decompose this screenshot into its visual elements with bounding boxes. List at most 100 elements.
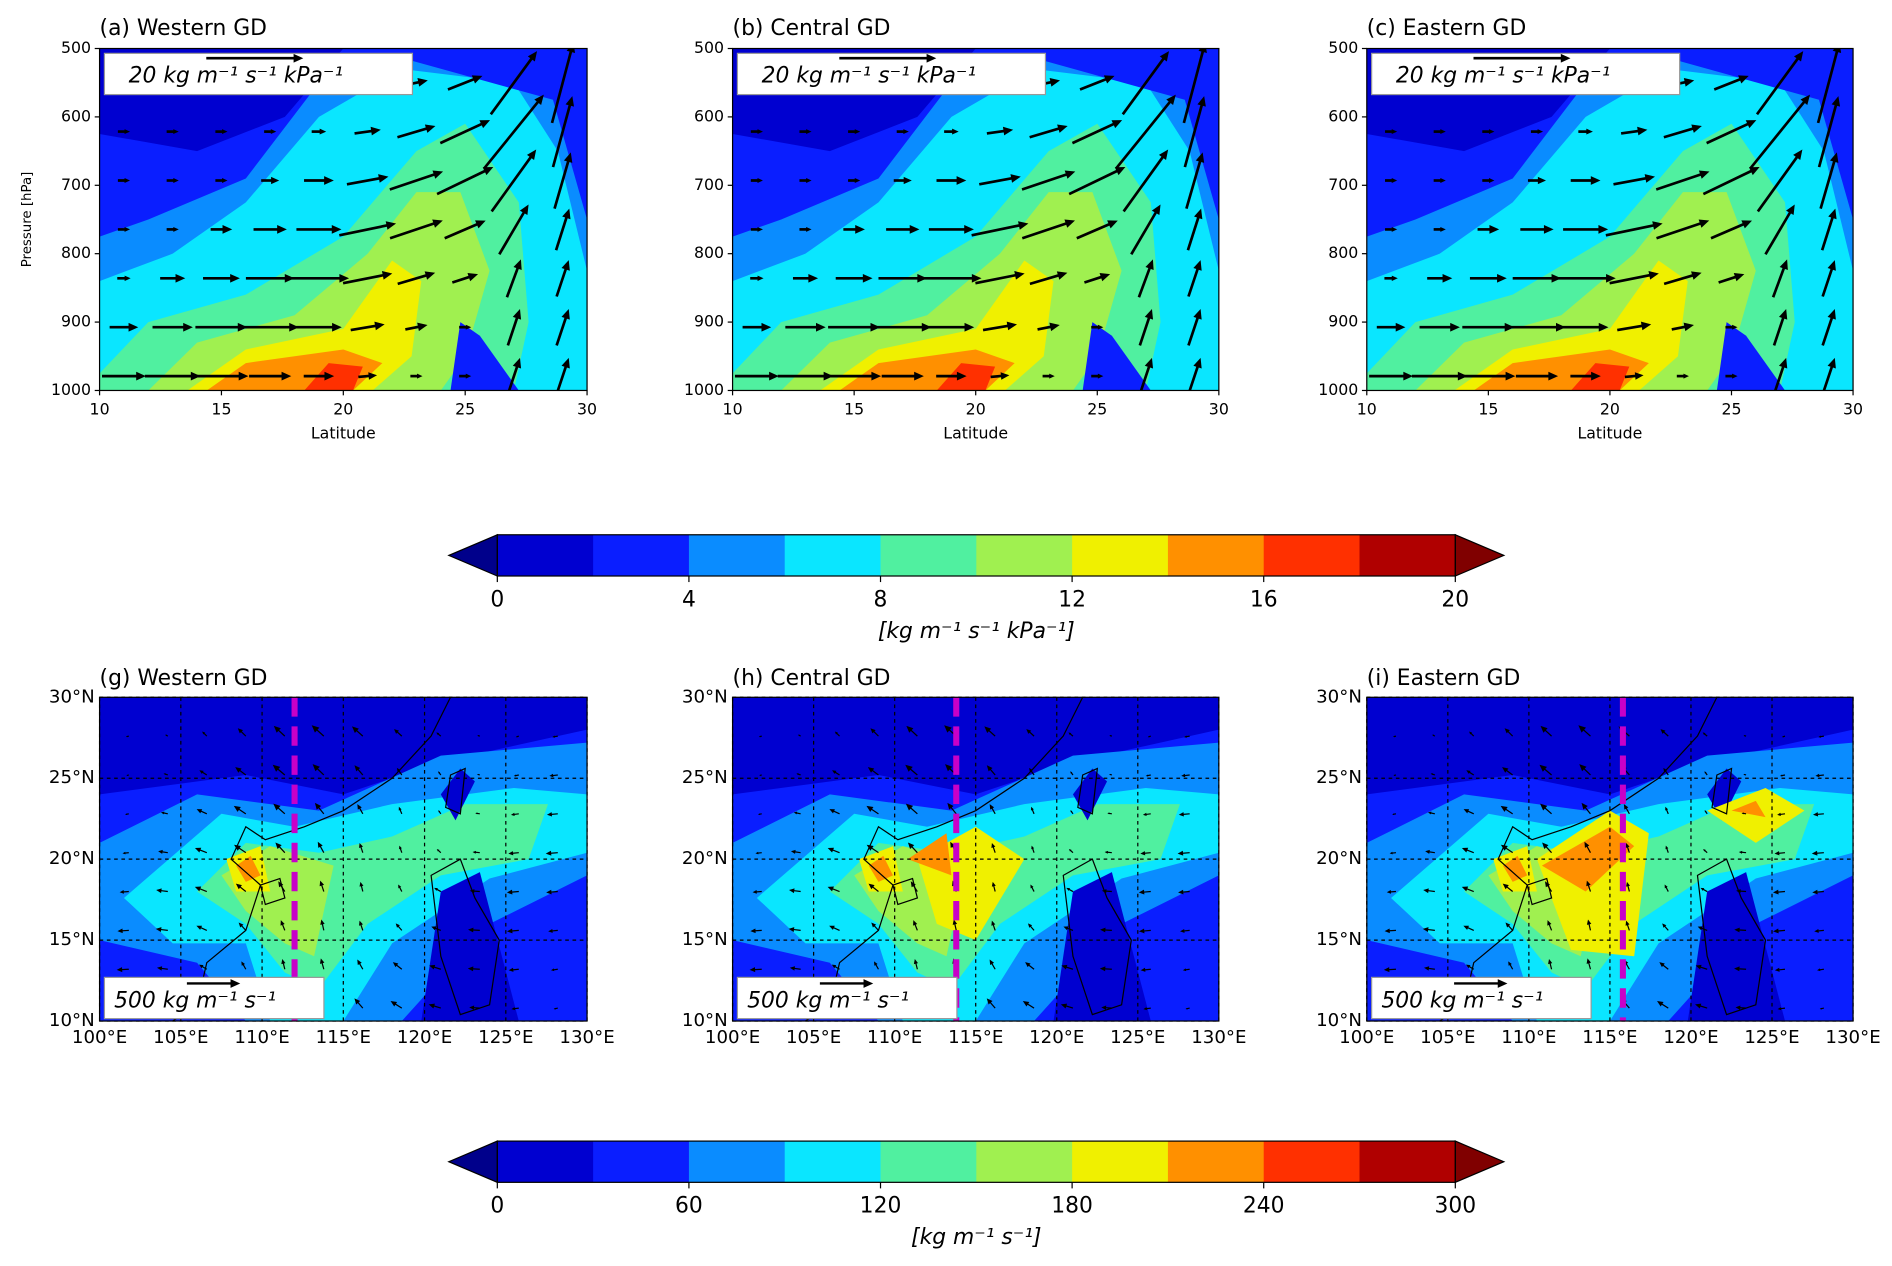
vector-shaft	[982, 323, 1012, 332]
y-tick-label: 900	[61, 312, 91, 331]
vector-head	[324, 371, 335, 381]
vector-head	[1829, 152, 1839, 163]
vector-head	[1500, 844, 1508, 851]
x-tick-label: 125°E	[478, 1027, 533, 1048]
reference-vector-label: 500 kg m⁻¹ s⁻¹	[1381, 989, 1543, 1014]
vector-head	[398, 884, 402, 889]
vector-shaft	[979, 176, 1016, 186]
vector-head	[971, 273, 982, 283]
vector-head	[1778, 357, 1788, 369]
vector-head	[1540, 803, 1548, 811]
vector-head	[1542, 842, 1549, 849]
vector-head	[241, 961, 245, 966]
vector-head	[431, 926, 437, 931]
vector-head	[1103, 75, 1115, 84]
vector-head	[1748, 166, 1760, 176]
vector-head	[512, 357, 522, 369]
vector-head	[526, 149, 537, 160]
vector-head	[806, 178, 812, 183]
reference-box	[736, 52, 1047, 96]
y-tick-label: 500	[1328, 38, 1358, 57]
vector-shaft	[397, 273, 430, 286]
vector-head	[755, 851, 759, 855]
island	[1077, 767, 1099, 815]
vector-head	[436, 848, 440, 852]
vector-shaft	[1663, 126, 1697, 139]
vector-head	[311, 725, 320, 733]
vector-head	[472, 850, 476, 854]
reference-vector-label: 500 kg m⁻¹ s⁻¹	[114, 989, 276, 1014]
colorbar-extend-high	[1454, 1140, 1506, 1184]
vector-head	[424, 271, 436, 280]
vector-head	[314, 802, 322, 810]
x-tick-label: 25	[455, 399, 475, 418]
vector-head	[868, 883, 875, 890]
vector-head	[1543, 225, 1554, 234]
vector-head	[1178, 889, 1184, 895]
vector-head	[1423, 888, 1429, 894]
vector-shaft	[1617, 323, 1646, 332]
vector-head	[378, 174, 389, 183]
colorbar-segment	[976, 1141, 1073, 1183]
field	[99, 48, 588, 391]
vector-shaft	[389, 172, 438, 191]
vector-head	[1497, 979, 1508, 988]
vector-head	[1683, 373, 1689, 379]
vector-head	[1114, 166, 1126, 176]
vector-head	[991, 920, 996, 926]
vector-head	[950, 841, 956, 848]
vector-head	[1598, 322, 1609, 332]
vector-head	[1590, 176, 1601, 185]
vector-head	[1626, 881, 1631, 887]
y-tick-label: 10°N	[682, 1010, 728, 1031]
vector-head	[116, 967, 123, 973]
vector-head	[1537, 129, 1544, 135]
vector-head	[465, 324, 472, 330]
vector-head	[561, 309, 570, 320]
colorbar-tick-label: 180	[1051, 1194, 1093, 1219]
vector-head	[319, 880, 325, 887]
x-tick-label: 20	[966, 399, 986, 418]
vector-head	[831, 964, 837, 969]
vector-head	[1463, 809, 1470, 814]
vector-head	[317, 841, 323, 848]
vector-head	[1182, 968, 1187, 972]
vector-shaft	[1187, 265, 1201, 297]
x-tick-label: 15	[211, 399, 231, 418]
vector-head	[1539, 764, 1547, 772]
vector-head	[125, 813, 127, 815]
vector-head	[1151, 204, 1161, 216]
vector-head	[1142, 812, 1147, 816]
colorbar-tick-label: 8	[874, 587, 888, 612]
vector-head	[175, 273, 186, 283]
y-tick-label: 1000	[51, 380, 91, 399]
vector-head	[1440, 226, 1446, 232]
vector-head	[854, 129, 861, 135]
vector-head	[808, 273, 819, 283]
vector-head	[757, 226, 763, 232]
y-tick-label: 30°N	[49, 686, 95, 707]
vector-head	[1540, 725, 1548, 733]
vector-head	[312, 764, 320, 772]
colorbar-segment	[593, 1141, 690, 1183]
y-tick-label: 900	[1328, 312, 1358, 331]
vector-head	[1586, 958, 1592, 964]
vector-head	[546, 812, 553, 817]
vector-head	[1743, 774, 1745, 776]
vector-head	[357, 804, 362, 810]
vector-shaft	[975, 273, 1020, 285]
vector-head	[1140, 967, 1146, 972]
vector-head	[1700, 887, 1705, 891]
y-tick-label: 500	[694, 38, 724, 57]
y-tick-label: 700	[1328, 175, 1358, 194]
vector-shaft	[1749, 98, 1808, 170]
colorbar-tick-label: 20	[1441, 587, 1469, 612]
vector-head	[289, 322, 299, 332]
vector-head	[1178, 812, 1184, 817]
x-tick-label: 15	[1478, 399, 1498, 418]
vector-head	[1637, 126, 1648, 136]
vector-head	[815, 322, 826, 332]
vector-head	[1814, 928, 1819, 933]
vector-head	[867, 767, 875, 773]
vector-head	[798, 734, 800, 736]
